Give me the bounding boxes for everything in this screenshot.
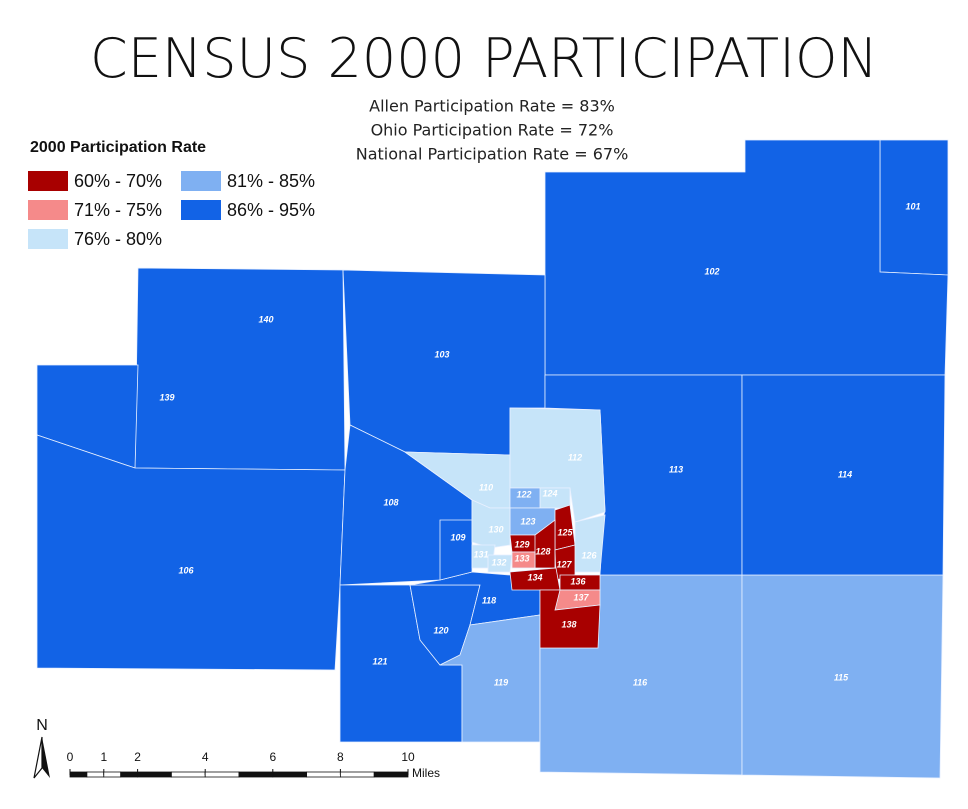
- legend-title: 2000 Participation Rate: [30, 139, 206, 156]
- tract-label: 120: [433, 625, 448, 635]
- tract: [509, 407, 606, 523]
- scale-segment: [86, 771, 105, 778]
- tract: [539, 589, 601, 649]
- legend-swatch: [28, 229, 68, 249]
- scale-segment: [120, 771, 138, 778]
- scale-segment: [373, 771, 409, 778]
- legend-label: 60% - 70%: [74, 171, 162, 191]
- tract-label: 123: [520, 516, 535, 526]
- tract: [36, 434, 346, 671]
- legend-swatch: [28, 200, 68, 220]
- tract-label: 121: [372, 656, 387, 666]
- tract-label: 106: [178, 565, 194, 575]
- scale-segment: [272, 771, 307, 778]
- tract-label: 108: [383, 497, 398, 507]
- legend-swatch: [181, 200, 221, 220]
- tract-label: 116: [633, 677, 648, 687]
- tract-label: 126: [581, 550, 597, 560]
- tract-label: 127: [556, 559, 572, 569]
- scale-tick-label: 8: [337, 750, 344, 764]
- tract-label: 128: [535, 546, 550, 556]
- tract-label: 132: [491, 557, 506, 567]
- tract-label: 109: [450, 532, 465, 542]
- tract-label: 134: [527, 572, 542, 582]
- legend-label: 86% - 95%: [227, 200, 315, 220]
- scale-segment: [69, 771, 88, 778]
- tract-labels: 101 102 140 139 106 103 108 121 120 118 119 116 115 1…: [159, 201, 920, 687]
- tract: [471, 499, 511, 549]
- subtitle: Ohio Participation Rate = 72%: [371, 121, 614, 140]
- tract-label: 124: [542, 488, 557, 498]
- tract-label: 101: [905, 201, 920, 211]
- subtitle: Allen Participation Rate = 83%: [369, 97, 615, 116]
- tract-label: 113: [669, 464, 683, 474]
- scale-segment: [238, 771, 274, 778]
- tract-label: 103: [434, 349, 449, 359]
- tract-label: 131: [473, 549, 488, 559]
- tract-label: 129: [514, 539, 529, 549]
- legend-label: 81% - 85%: [227, 171, 315, 191]
- scale-segment: [306, 771, 341, 778]
- legend-label: 71% - 75%: [74, 200, 162, 220]
- tract-label: 122: [516, 489, 531, 499]
- scale-segment: [103, 771, 122, 778]
- tract: [511, 551, 536, 569]
- tract: [134, 267, 346, 471]
- scale-unit: Miles: [412, 766, 440, 780]
- title: CENSUS 2000 PARTICIPATION: [90, 27, 878, 90]
- north-arrow-right: [42, 737, 50, 778]
- tract-label: 115: [834, 672, 849, 682]
- scale-segment: [170, 771, 206, 778]
- tract-label: 138: [561, 619, 576, 629]
- tract-label: 110: [479, 482, 493, 492]
- tract-label: 102: [704, 266, 719, 276]
- scale-tick-label: 1: [100, 750, 107, 764]
- legend-label: 76% - 80%: [74, 229, 162, 249]
- tract-label: 133: [514, 553, 529, 563]
- tract-label: 140: [258, 314, 273, 324]
- tract-label: 136: [570, 576, 586, 586]
- legend: 60% - 70% 71% - 75% 76% - 80% 81% - 85% 86% …: [28, 171, 315, 249]
- scale-tick-label: 6: [269, 750, 276, 764]
- legend-swatch: [28, 171, 68, 191]
- scale-bar: 0 1 2 4 6 8 10 Miles: [67, 750, 440, 780]
- north-arrow-left: [33, 736, 43, 779]
- scale-tick-label: 0: [67, 750, 74, 764]
- tract: [439, 519, 473, 581]
- scale-segment: [339, 771, 375, 778]
- tract-label: 137: [573, 592, 589, 602]
- tract-label: 125: [557, 527, 573, 537]
- scale-segment: [204, 771, 240, 778]
- tract-label: 139: [159, 392, 174, 402]
- scale-tick-label: 4: [202, 750, 209, 764]
- scale-segment: [137, 771, 172, 778]
- tract-label: 119: [494, 677, 508, 687]
- tract: [741, 374, 946, 576]
- tracts: [36, 139, 949, 779]
- tract: [574, 514, 606, 573]
- scale-tick-label: 10: [401, 750, 415, 764]
- tract-label: 114: [838, 469, 852, 479]
- scale-tick-label: 2: [134, 750, 141, 764]
- legend-swatch: [181, 171, 221, 191]
- tract-label: 130: [488, 524, 503, 534]
- north-arrow: N: [33, 717, 50, 779]
- subtitle: National Participation Rate = 67%: [356, 145, 629, 164]
- tract-label: 118: [482, 595, 496, 605]
- tract-label: 112: [568, 452, 582, 462]
- north-label: N: [36, 717, 48, 734]
